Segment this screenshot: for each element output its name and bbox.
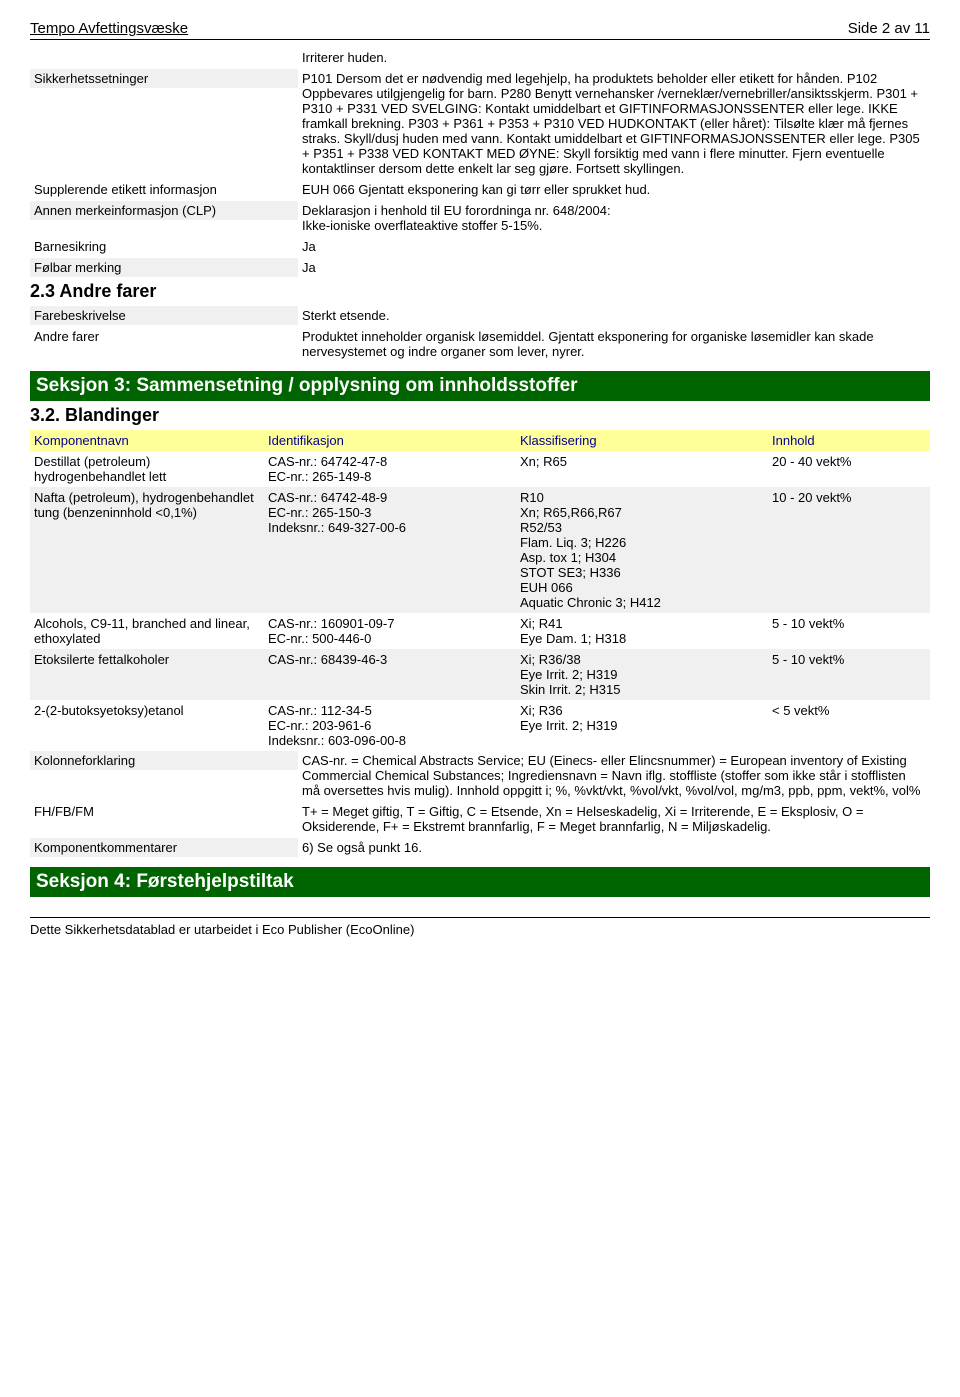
kv-value: Deklarasjon i henhold til EU forordninga… — [298, 201, 930, 235]
kv-value: T+ = Meget giftig, T = Giftig, C = Etsen… — [298, 802, 930, 836]
table-cell: 2-(2-butoksyetoksy)etanol — [30, 700, 264, 751]
table-cell: CAS-nr.: 160901-09-7 EC-nr.: 500-446-0 — [264, 613, 516, 649]
table-cell: Destillat (petroleum) hydrogenbehandlet … — [30, 451, 264, 487]
kv-label: Annen merkeinformasjon (CLP) — [30, 201, 298, 220]
table-cell: Xi; R41 Eye Dam. 1; H318 — [516, 613, 768, 649]
table-cell: 20 - 40 vekt% — [768, 451, 930, 487]
table-cell: Xi; R36 Eye Irrit. 2; H319 — [516, 700, 768, 751]
table-cell: Xn; R65 — [516, 451, 768, 487]
kv-value: CAS-nr. = Chemical Abstracts Service; EU… — [298, 751, 930, 800]
kv-label: Farebeskrivelse — [30, 306, 298, 325]
table-cell: 10 - 20 vekt% — [768, 487, 930, 613]
table-cell: CAS-nr.: 64742-48-9 EC-nr.: 265-150-3 In… — [264, 487, 516, 613]
kv-label: Komponentkommentarer — [30, 838, 298, 857]
table-cell: CAS-nr.: 68439-46-3 — [264, 649, 516, 700]
table-cell: Etoksilerte fettalkoholer — [30, 649, 264, 700]
section-4-bar: Seksjon 4: Førstehjelpstiltak — [30, 867, 930, 897]
table-cell: < 5 vekt% — [768, 700, 930, 751]
table-cell: Xi; R36/38 Eye Irrit. 2; H319 Skin Irrit… — [516, 649, 768, 700]
kv-value: Produktet inneholder organisk løsemiddel… — [298, 327, 930, 361]
table-cell: CAS-nr.: 64742-47-8 EC-nr.: 265-149-8 — [264, 451, 516, 487]
table-cell: Alcohols, C9-11, branched and linear, et… — [30, 613, 264, 649]
kv-label: Barnesikring — [30, 237, 298, 256]
col-identifikasjon: Identifikasjon — [264, 430, 516, 451]
table-cell: Nafta (petroleum), hydrogenbehandlet tun… — [30, 487, 264, 613]
kv-value: Sterkt etsende. — [298, 306, 930, 325]
table-row: 2-(2-butoksyetoksy)etanolCAS-nr.: 112-34… — [30, 700, 930, 751]
subheading-2-3: 2.3 Andre farer — [30, 281, 930, 302]
table-row: Nafta (petroleum), hydrogenbehandlet tun… — [30, 487, 930, 613]
kv-label: Følbar merking — [30, 258, 298, 277]
kv-value: Ja — [298, 258, 930, 277]
kv-label: Kolonneforklaring — [30, 751, 298, 770]
kv-row: Følbar merkingJa — [30, 258, 930, 277]
composition-table: Komponentnavn Identifikasjon Klassifiser… — [30, 430, 930, 751]
col-innhold: Innhold — [768, 430, 930, 451]
kv-row: BarnesikringJa — [30, 237, 930, 256]
kv-row: KolonneforklaringCAS-nr. = Chemical Abst… — [30, 751, 930, 800]
kv-value: EUH 066 Gjentatt eksponering kan gi tørr… — [298, 180, 930, 199]
kv-value: P101 Dersom det er nødvendig med legehje… — [298, 69, 930, 178]
table-row: Alcohols, C9-11, branched and linear, et… — [30, 613, 930, 649]
kv-row: Irriterer huden. — [30, 48, 930, 67]
kv-label: Supplerende etikett informasjon — [30, 180, 298, 199]
kv-value: 6) Se også punkt 16. — [298, 838, 930, 857]
page-number: Side 2 av 11 — [848, 20, 930, 37]
page-footer: Dette Sikkerhetsdatablad er utarbeidet i… — [30, 917, 930, 937]
doc-title: Tempo Avfettingsvæske — [30, 20, 188, 37]
table-row: Destillat (petroleum) hydrogenbehandlet … — [30, 451, 930, 487]
kv-row: Andre farerProduktet inneholder organisk… — [30, 327, 930, 361]
page-header: Tempo Avfettingsvæske Side 2 av 11 — [30, 20, 930, 40]
table-cell: 5 - 10 vekt% — [768, 613, 930, 649]
kv-row: Supplerende etikett informasjonEUH 066 G… — [30, 180, 930, 199]
kv-row: SikkerhetssetningerP101 Dersom det er nø… — [30, 69, 930, 178]
subheading-3-2: 3.2. Blandinger — [30, 405, 930, 426]
table-cell: CAS-nr.: 112-34-5 EC-nr.: 203-961-6 Inde… — [264, 700, 516, 751]
kv-label: Sikkerhetssetninger — [30, 69, 298, 88]
kv-label: Andre farer — [30, 327, 298, 346]
col-komponentnavn: Komponentnavn — [30, 430, 264, 451]
kv-row: Annen merkeinformasjon (CLP)Deklarasjon … — [30, 201, 930, 235]
kv-row: FarebeskrivelseSterkt etsende. — [30, 306, 930, 325]
table-cell: 5 - 10 vekt% — [768, 649, 930, 700]
table-cell: R10 Xn; R65,R66,R67 R52/53 Flam. Liq. 3;… — [516, 487, 768, 613]
kv-label — [30, 48, 298, 52]
kv-value: Irriterer huden. — [298, 48, 930, 67]
col-klassifisering: Klassifisering — [516, 430, 768, 451]
kv-value: Ja — [298, 237, 930, 256]
table-row: Etoksilerte fettalkoholerCAS-nr.: 68439-… — [30, 649, 930, 700]
kv-row: FH/FB/FMT+ = Meget giftig, T = Giftig, C… — [30, 802, 930, 836]
kv-label: FH/FB/FM — [30, 802, 298, 821]
section-3-bar: Seksjon 3: Sammensetning / opplysning om… — [30, 371, 930, 401]
kv-row: Komponentkommentarer6) Se også punkt 16. — [30, 838, 930, 857]
